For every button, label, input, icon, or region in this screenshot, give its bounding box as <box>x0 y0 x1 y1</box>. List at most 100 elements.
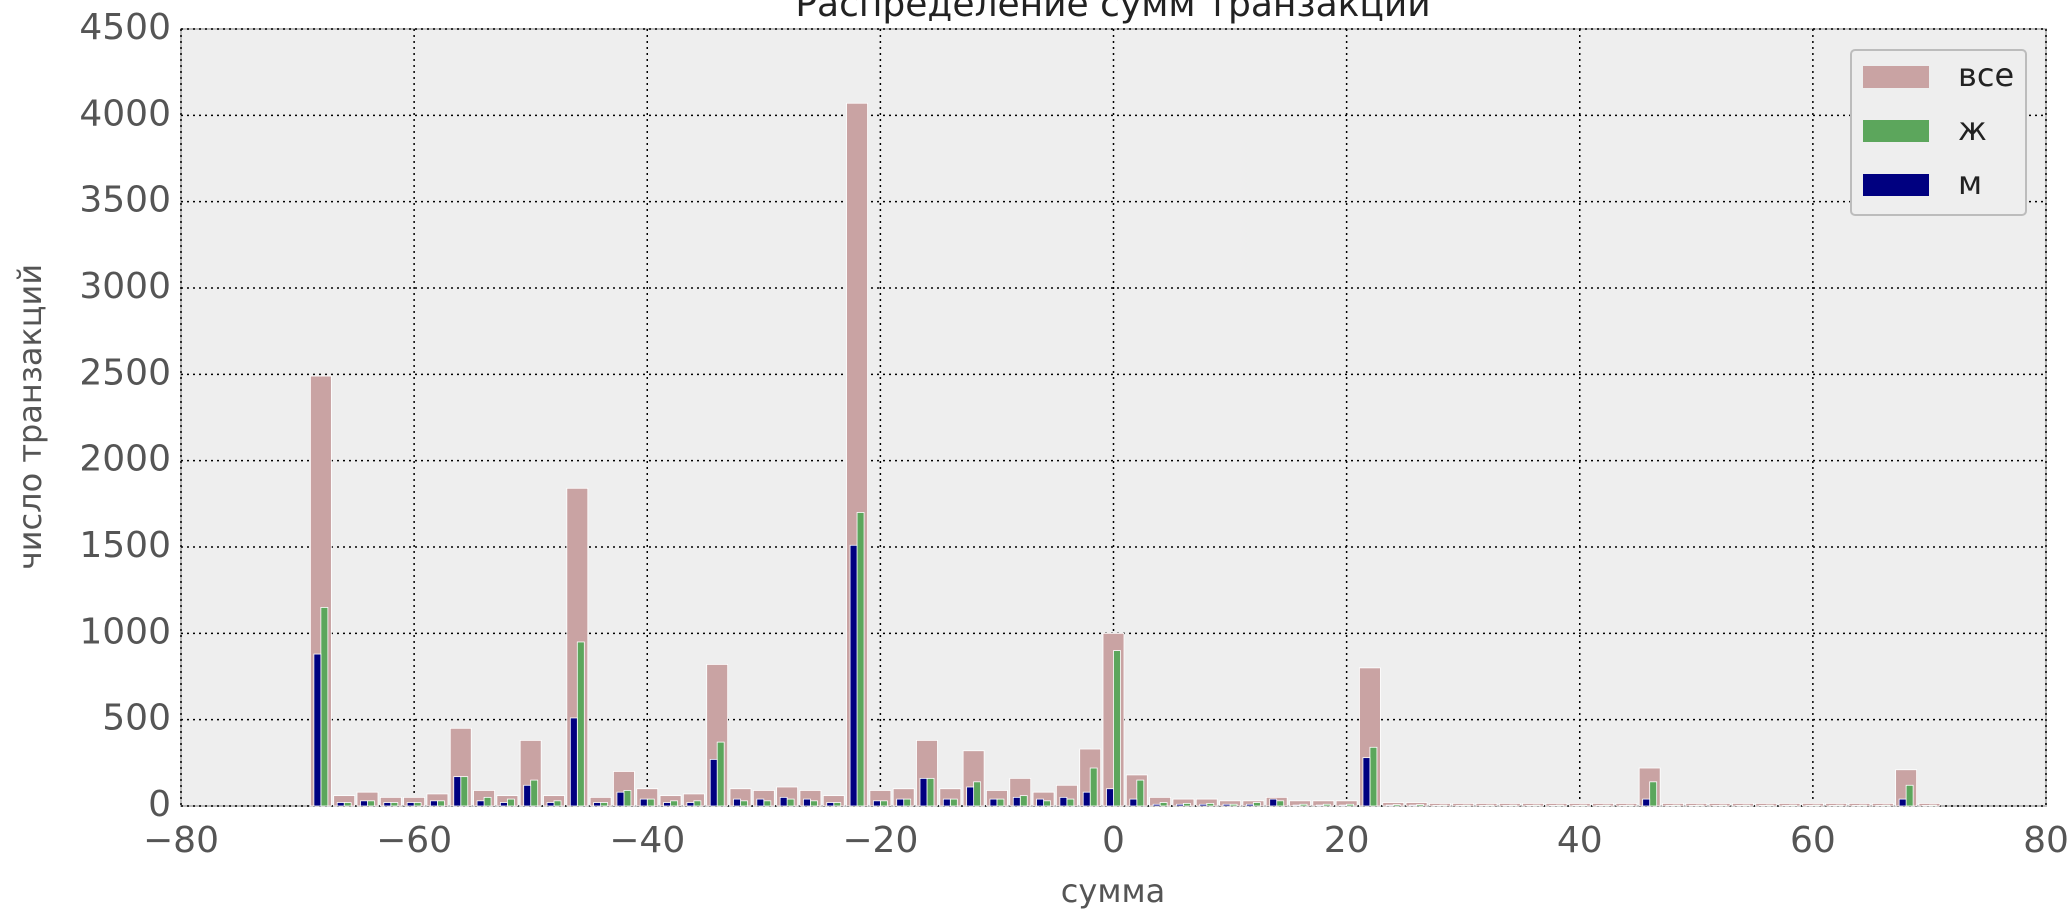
bar <box>1665 805 1674 807</box>
bar <box>553 800 562 807</box>
x-tick-label: −80 <box>143 820 219 861</box>
bar <box>1129 798 1138 807</box>
bar <box>623 790 632 807</box>
bar <box>1649 781 1658 807</box>
bar <box>903 798 912 807</box>
bar <box>1509 804 1518 807</box>
bar <box>406 802 415 807</box>
bar <box>1455 805 1464 807</box>
bar <box>1602 804 1611 807</box>
bar <box>1805 805 1814 807</box>
x-tick-label: −60 <box>376 820 452 861</box>
bar <box>716 741 725 807</box>
bar <box>483 796 492 807</box>
bar <box>360 800 368 807</box>
bar <box>966 786 975 807</box>
bar <box>1835 804 1844 807</box>
bar <box>763 800 772 807</box>
bar <box>1688 805 1697 807</box>
bar <box>1299 803 1308 807</box>
bar <box>1625 804 1634 807</box>
bar <box>740 800 748 807</box>
legend-box <box>1850 49 2027 216</box>
bar <box>1735 805 1744 807</box>
bar <box>989 798 998 807</box>
bar <box>1695 804 1704 807</box>
bar <box>1036 798 1044 807</box>
bar <box>1416 804 1424 807</box>
bars <box>309 102 1941 807</box>
bar <box>1369 746 1378 807</box>
bar <box>1882 804 1891 807</box>
bar <box>523 784 532 807</box>
bar <box>1595 805 1604 807</box>
x-tick-label: −20 <box>842 820 918 861</box>
bar <box>1252 802 1261 807</box>
bar <box>1269 798 1278 807</box>
y-tick-label: 3500 <box>79 180 171 221</box>
bar <box>320 607 329 807</box>
legend-label: м <box>1958 164 1982 202</box>
y-tick-label: 500 <box>102 698 171 739</box>
bar <box>919 777 928 807</box>
y-axis-label: число транзакций <box>11 264 49 570</box>
bar <box>576 641 585 807</box>
bar <box>1875 805 1884 807</box>
bar <box>569 717 578 807</box>
bar <box>1019 795 1028 807</box>
legend: все жм <box>1850 49 2027 216</box>
bar <box>1136 779 1145 807</box>
bar <box>1719 804 1728 807</box>
bar <box>733 798 741 807</box>
bar <box>1479 805 1487 807</box>
bar <box>896 798 905 807</box>
x-tick-label: −40 <box>609 820 685 861</box>
bar <box>1789 804 1797 807</box>
bar <box>1385 804 1394 807</box>
bar <box>1742 804 1751 807</box>
bar <box>693 800 702 807</box>
bar <box>786 798 795 807</box>
bar <box>1432 805 1441 807</box>
bar <box>1922 805 1930 807</box>
bar <box>1905 784 1914 807</box>
bar <box>460 776 469 807</box>
x-tick-label: 40 <box>1557 820 1603 861</box>
y-tick-label: 3000 <box>79 266 171 307</box>
bar <box>1113 650 1121 807</box>
bar <box>506 798 515 807</box>
bar <box>926 777 935 807</box>
bar <box>1066 798 1075 807</box>
bar <box>530 779 539 807</box>
bar <box>663 802 671 807</box>
bar <box>1462 804 1471 807</box>
legend-swatch <box>1863 120 1929 142</box>
y-tick-label: 1500 <box>79 525 171 566</box>
bar <box>1852 805 1860 807</box>
bar <box>430 800 438 807</box>
bar <box>1089 767 1098 807</box>
bar <box>1315 804 1324 807</box>
bar <box>1549 805 1557 807</box>
bar <box>1828 805 1837 807</box>
bar <box>1409 804 1417 807</box>
bar <box>949 798 958 807</box>
bar <box>670 800 678 807</box>
bar <box>1898 798 1907 807</box>
bar <box>879 800 888 807</box>
bar <box>1672 804 1681 807</box>
bar <box>1159 802 1168 807</box>
bar <box>709 758 718 807</box>
bar <box>1245 803 1254 807</box>
bar <box>600 802 609 807</box>
bar <box>437 800 445 807</box>
y-tick-label: 2500 <box>79 352 171 393</box>
bar <box>343 802 352 807</box>
bar <box>1765 804 1774 807</box>
y-tick-label: 4000 <box>79 93 171 134</box>
bar <box>756 798 765 807</box>
bar <box>1206 803 1215 807</box>
bar <box>646 798 655 807</box>
bar <box>1229 803 1238 807</box>
